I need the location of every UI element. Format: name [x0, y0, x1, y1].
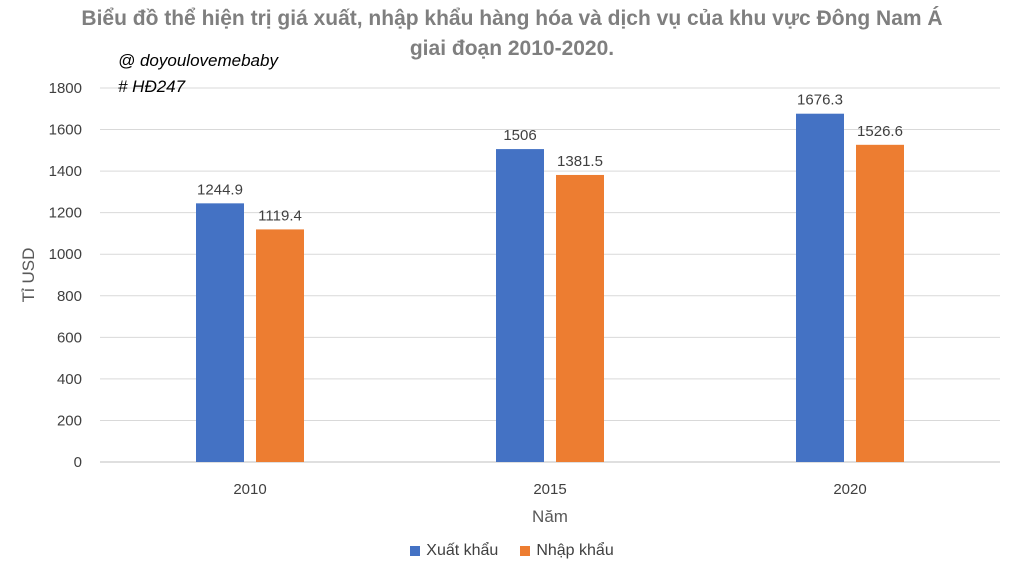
data-label-import-2015: 1381.5 [557, 153, 603, 170]
chart-title-line-1: Biểu đồ thể hiện trị giá xuất, nhập khẩu… [81, 7, 943, 30]
watermark-tag: # HĐ247 [118, 77, 186, 96]
y-tick-label: 1600 [49, 122, 82, 139]
y-tick-label: 1800 [49, 80, 82, 97]
x-tick-label: 2015 [533, 481, 566, 498]
bar-export-2010 [196, 203, 244, 462]
legend-item-import: Nhập khẩu [520, 542, 614, 560]
bar-export-2015 [496, 149, 544, 462]
y-tick-label: 600 [57, 329, 82, 346]
data-label-import-2010: 1119.4 [258, 207, 302, 224]
data-label-export-2010: 1244.9 [197, 181, 243, 198]
y-tick-label: 1200 [49, 205, 82, 222]
legend-swatch-export [410, 546, 421, 556]
bar-export-2020 [796, 113, 844, 462]
legend-label-export: Xuất khẩu [426, 542, 499, 559]
legend-swatch-import [520, 546, 531, 556]
watermark-handle: @ doyoulovemebaby [118, 51, 278, 70]
y-tick-label: 800 [57, 288, 82, 305]
x-axis-title: Năm [532, 507, 568, 526]
chart-title: Biểu đồ thể hiện trị giá xuất, nhập khẩu… [0, 4, 1024, 64]
y-tick-label: 1000 [49, 246, 82, 263]
x-tick-label: 2020 [833, 481, 866, 498]
y-axis-title: Tỉ USD [19, 248, 38, 303]
legend-item-export: Xuất khẩu [410, 542, 498, 560]
chart-legend: Xuất khẩu Nhập khẩu [0, 542, 1024, 560]
y-tick-label: 400 [57, 371, 82, 388]
y-tick-label: 0 [74, 454, 82, 471]
data-label-export-2015: 1506 [503, 127, 536, 144]
watermark: @ doyoulovemebaby # HĐ247 [118, 48, 278, 100]
bar-import-2010 [256, 229, 304, 462]
data-label-export-2020: 1676.3 [797, 92, 843, 109]
bar-import-2020 [856, 144, 904, 462]
data-label-import-2020: 1526.6 [857, 123, 903, 140]
chart-title-line-2: giai đoạn 2010-2020. [409, 37, 615, 60]
legend-label-import: Nhập khẩu [536, 542, 614, 559]
bar-import-2015 [556, 174, 604, 462]
y-tick-label: 200 [57, 412, 82, 429]
y-tick-label: 1400 [49, 163, 82, 180]
x-tick-label: 2010 [233, 481, 266, 498]
